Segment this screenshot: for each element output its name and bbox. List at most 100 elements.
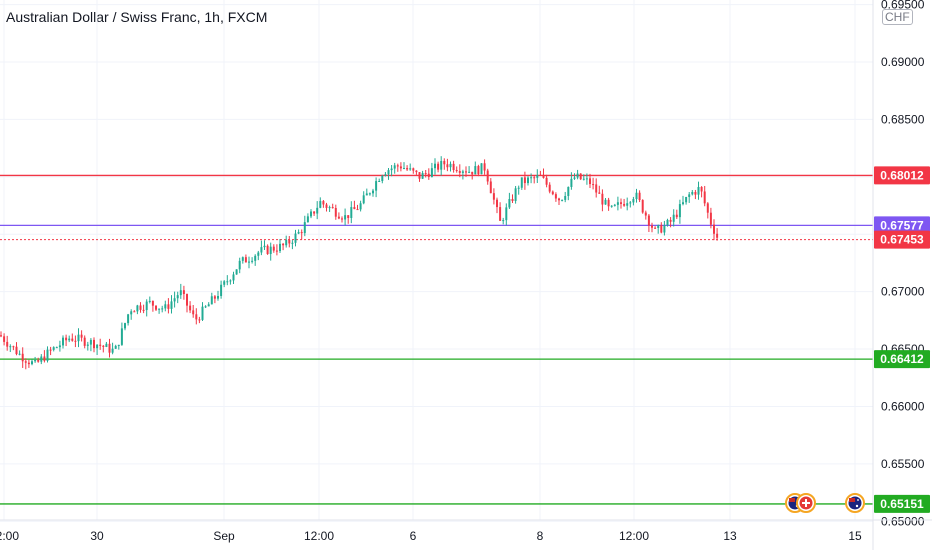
candle-body [471, 171, 474, 175]
candle-body [93, 339, 95, 349]
candle-body [77, 334, 80, 342]
candle-body [248, 261, 250, 263]
candle-body [297, 232, 300, 234]
candle-body [502, 220, 505, 222]
candle-body [151, 300, 154, 306]
flag-star [855, 504, 859, 508]
candle-body [96, 344, 99, 349]
candle-body [220, 284, 223, 296]
candle-body [303, 222, 306, 234]
candle-body [682, 202, 684, 205]
candle-body [186, 294, 188, 306]
candle-body [254, 255, 257, 261]
candle-body [372, 190, 374, 194]
x-tick-label: 12:00 [304, 529, 334, 543]
candle-body [325, 204, 328, 208]
candle-body [703, 191, 706, 204]
candle-body [111, 348, 114, 353]
candle-body [58, 345, 61, 348]
candle-body [539, 175, 542, 177]
candle-body [319, 201, 322, 208]
candle-body [313, 211, 316, 214]
candle-body [164, 304, 167, 309]
candle-body [697, 187, 700, 195]
candle-body [117, 344, 120, 346]
candle-body [412, 168, 415, 171]
candle-body [514, 188, 517, 201]
candle-body [347, 215, 350, 218]
level-label-text: 0.67577 [880, 218, 924, 232]
level-label-box [874, 216, 930, 235]
candle-body [204, 306, 207, 308]
candle-body [706, 203, 709, 213]
level-label-box [874, 494, 930, 513]
candle-body [465, 171, 467, 173]
australia-flag-icon[interactable] [845, 493, 865, 513]
x-tick-label: 15 [848, 529, 862, 543]
candle-body [257, 252, 260, 256]
candle-body [359, 203, 362, 210]
candle-body [610, 205, 613, 207]
candle-body [387, 170, 390, 175]
level-label-box [874, 166, 930, 185]
y-tick-label: 0.69500 [881, 0, 925, 12]
candle-body [455, 170, 458, 172]
candle-body [620, 202, 622, 204]
candle-body [37, 360, 40, 362]
candle-body [145, 301, 148, 311]
candle-body [477, 166, 480, 175]
candle-body [533, 177, 536, 179]
candle-body [142, 309, 145, 311]
currency-badge[interactable]: CHF [882, 9, 913, 25]
candle-body [229, 280, 232, 282]
candle-body [124, 323, 126, 329]
candle-body [396, 165, 399, 167]
candle-body [468, 171, 471, 173]
level-label-text: 0.65151 [880, 497, 924, 511]
candle-body [310, 211, 312, 217]
candle-body [651, 225, 653, 228]
candle-body [331, 207, 334, 209]
candle-body [483, 163, 486, 171]
candle-body [570, 178, 573, 187]
candle-body [365, 193, 368, 196]
candle-body [496, 199, 498, 208]
candles [0, 156, 719, 370]
price-axis: 0.695000.690000.685000.680000.675000.670… [872, 0, 925, 550]
candle-body [421, 173, 424, 179]
switzerland-flag-icon[interactable] [796, 493, 816, 513]
candle-body [130, 311, 133, 315]
x-tick-label: 13 [723, 529, 737, 543]
candle-body [291, 242, 294, 244]
candle-body [669, 219, 672, 222]
candle-body [55, 347, 58, 349]
candle-body [626, 203, 629, 206]
candle-body [334, 207, 337, 217]
candle-body [415, 170, 418, 173]
candle-body [424, 173, 427, 175]
candle-body [161, 308, 164, 310]
candle-body [536, 175, 539, 178]
candle-body [198, 319, 201, 321]
candle-body [71, 338, 74, 341]
candle-body [520, 177, 523, 188]
candle-body [446, 164, 449, 168]
candle-body [83, 337, 86, 346]
candle-body [300, 232, 303, 234]
candle-body [217, 295, 219, 299]
candle-body [170, 301, 173, 309]
candle-body [709, 212, 712, 225]
candle-body [508, 199, 511, 208]
candle-body [272, 246, 275, 251]
candle-body [306, 216, 309, 223]
candle-body [458, 171, 461, 173]
candle-body [384, 174, 387, 176]
candle-body [251, 260, 254, 262]
candle-body [592, 184, 595, 186]
level-label-box [874, 230, 930, 249]
candle-body [133, 311, 136, 313]
candle-body [241, 257, 244, 261]
candle-body [660, 225, 663, 233]
x-tick-label: Sep [213, 529, 235, 543]
